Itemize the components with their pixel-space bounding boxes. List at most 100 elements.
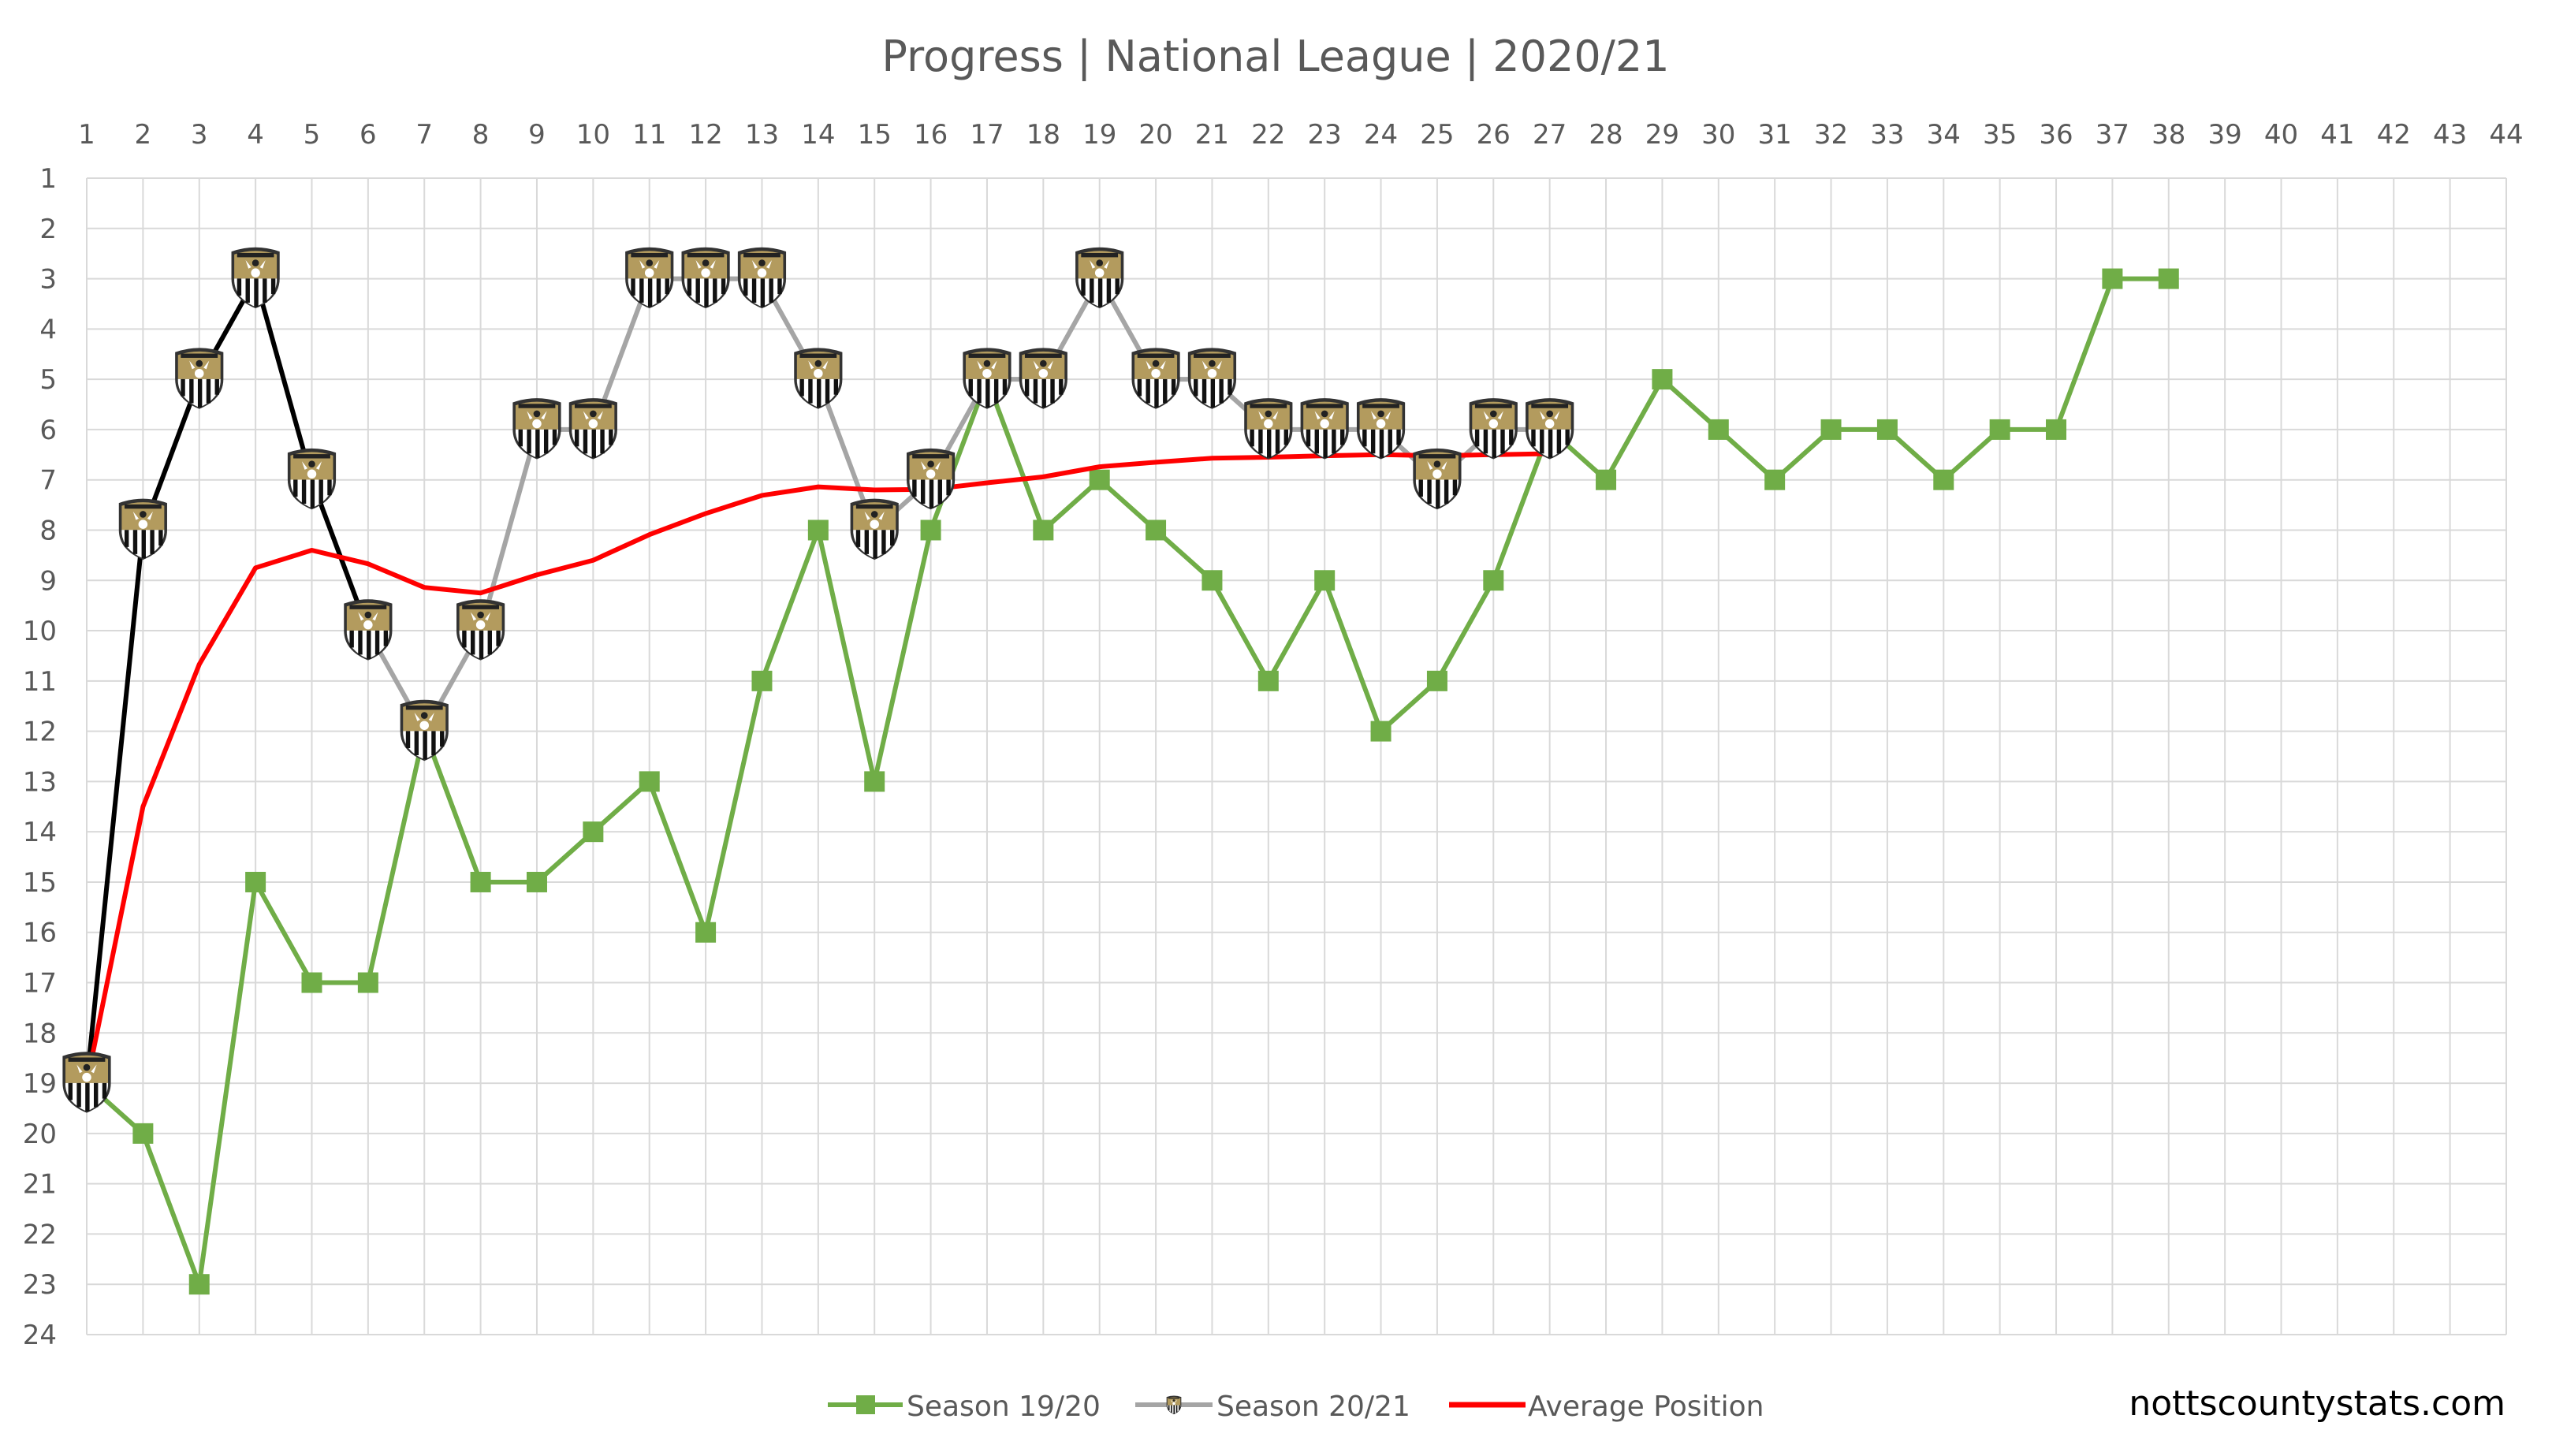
data-point-season-20-21-crest-icon — [906, 448, 956, 510]
data-point-season-19-20 — [751, 670, 773, 691]
x-tick-label: 40 — [2264, 119, 2298, 151]
x-tick-label: 43 — [2433, 119, 2467, 151]
y-tick-label: 18 — [23, 1018, 57, 1049]
series-segment-season-20-21 — [478, 429, 539, 631]
data-point-season-19-20 — [2158, 268, 2179, 289]
data-point-season-19-20 — [1820, 419, 1842, 440]
y-tick-label: 17 — [23, 968, 57, 1000]
data-point-season-19-20 — [2046, 419, 2067, 440]
y-tick-label: 12 — [23, 717, 57, 748]
data-point-season-19-20 — [1708, 419, 1729, 440]
data-point-season-20-21-crest-icon — [175, 348, 224, 409]
data-point-season-19-20 — [1426, 670, 1447, 691]
x-tick-label: 14 — [801, 119, 835, 151]
x-tick-label: 16 — [914, 119, 948, 151]
data-point-season-19-20 — [132, 1123, 154, 1144]
y-tick-label: 4 — [39, 314, 57, 345]
data-point-season-19-20 — [1033, 519, 1054, 541]
data-point-season-20-21-crest-icon — [1413, 448, 1462, 510]
y-tick-label: 6 — [39, 415, 57, 446]
x-tick-label: 34 — [1927, 119, 1961, 151]
data-point-season-20-21-crest-icon — [737, 247, 787, 309]
watermark: nottscountystats.com — [2129, 1383, 2505, 1424]
x-tick-label: 7 — [415, 119, 433, 151]
y-tick-label: 7 — [39, 465, 57, 497]
data-point-season-20-21-crest-icon — [1131, 348, 1180, 409]
x-tick-label: 28 — [1589, 119, 1622, 151]
data-point-season-20-21-crest-icon — [1187, 348, 1237, 409]
data-point-season-20-21-crest-icon — [1469, 398, 1518, 460]
x-tick-label: 12 — [688, 119, 722, 151]
y-tick-label: 15 — [23, 867, 57, 899]
data-point-season-19-20 — [1089, 469, 1110, 490]
x-tick-label: 41 — [2320, 119, 2354, 151]
data-point-season-19-20 — [1201, 570, 1223, 591]
data-point-season-20-21-crest-icon — [231, 247, 280, 309]
y-tick-label: 16 — [23, 918, 57, 949]
x-tick-label: 17 — [970, 119, 1004, 151]
x-tick-label: 23 — [1308, 119, 1342, 151]
x-tick-label: 32 — [1814, 119, 1848, 151]
x-tick-label: 10 — [576, 119, 610, 151]
y-tick-label: 5 — [39, 364, 57, 396]
data-point-season-20-21-crest-icon — [512, 398, 561, 460]
y-tick-label: 9 — [39, 565, 57, 597]
x-tick-label: 38 — [2152, 119, 2185, 151]
x-tick-label: 22 — [1251, 119, 1285, 151]
data-point-season-19-20 — [920, 519, 941, 541]
data-point-season-20-21-crest-icon — [344, 599, 393, 661]
legend-label: Average Position — [1528, 1391, 1764, 1423]
x-tick-label: 25 — [1420, 119, 1454, 151]
data-point-season-20-21-crest-icon — [62, 1052, 111, 1113]
x-tick-label: 4 — [247, 119, 264, 151]
data-point-season-20-21-crest-icon — [1526, 398, 1574, 460]
x-tick-label: 5 — [304, 119, 321, 151]
data-point-season-20-21-crest-icon — [1300, 398, 1349, 460]
legend-item-average-position: Average Position — [1449, 1391, 1764, 1423]
data-point-season-20-21-crest-icon — [118, 498, 167, 560]
data-point-season-19-20 — [1314, 570, 1336, 591]
data-point-season-19-20 — [188, 1274, 210, 1295]
data-point-season-20-21-crest-icon — [794, 348, 843, 409]
series-segment-season-20-21 — [84, 530, 146, 1084]
x-tick-label: 2 — [135, 119, 152, 151]
data-point-season-19-20 — [864, 771, 885, 792]
x-tick-label: 37 — [2096, 119, 2129, 151]
x-tick-label: 15 — [858, 119, 892, 151]
data-point-season-20-21-crest-icon — [1244, 398, 1293, 460]
x-tick-label: 13 — [745, 119, 779, 151]
data-point-season-19-20 — [1257, 670, 1279, 691]
data-point-season-19-20 — [245, 871, 266, 892]
data-point-season-19-20 — [1933, 469, 1954, 490]
data-point-season-19-20 — [1483, 570, 1504, 591]
x-tick-label: 42 — [2377, 119, 2411, 151]
x-tick-label: 20 — [1138, 119, 1172, 151]
x-tick-label: 11 — [632, 119, 666, 151]
data-point-season-19-20 — [639, 771, 660, 792]
data-point-season-19-20 — [357, 972, 378, 993]
legend-label: Season 19/20 — [907, 1391, 1101, 1423]
x-tick-label: 31 — [1758, 119, 1792, 151]
x-tick-label: 18 — [1026, 119, 1060, 151]
series-layer — [62, 247, 2179, 1295]
data-point-season-20-21-crest-icon — [625, 247, 674, 309]
y-tick-label: 23 — [23, 1269, 57, 1301]
x-tick-label: 6 — [360, 119, 377, 151]
y-tick-label: 20 — [23, 1119, 57, 1150]
series-segment-season-20-21 — [253, 277, 315, 481]
x-tick-label: 36 — [2039, 119, 2073, 151]
x-tick-label: 19 — [1082, 119, 1116, 151]
y-tick-label: 13 — [23, 766, 57, 798]
y-tick-label: 24 — [23, 1320, 57, 1351]
x-tick-label: 30 — [1701, 119, 1735, 151]
data-point-season-19-20 — [583, 821, 604, 843]
data-point-season-19-20 — [1989, 419, 2010, 440]
data-point-season-19-20 — [1146, 519, 1167, 541]
x-tick-label: 26 — [1477, 119, 1511, 151]
y-tick-label: 1 — [39, 163, 57, 195]
y-tick-label: 21 — [23, 1169, 57, 1201]
x-axis-ticks: 1 2 3 4 5 6 7 8 9 10 11 12 13 14 15 16 17 18 19 20 21 22 23 24 2… — [78, 119, 2523, 151]
x-tick-label: 24 — [1364, 119, 1398, 151]
data-point-season-19-20 — [807, 519, 829, 541]
